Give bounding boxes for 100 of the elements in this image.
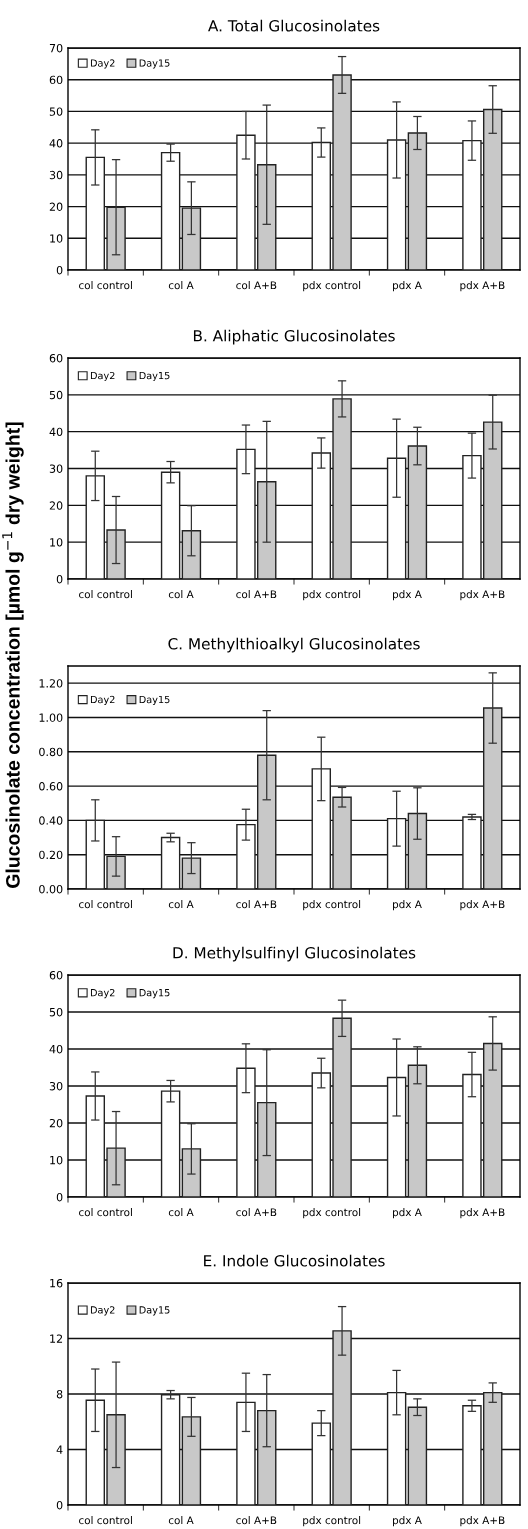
legend-label: Day2: [90, 1306, 115, 1316]
x-tick-label: col A: [168, 590, 194, 599]
x-tick-label: pdx control: [303, 1516, 361, 1527]
x-tick-label: pdx A: [393, 1516, 422, 1527]
y-tick-label: 12: [50, 1334, 63, 1343]
y-tick-label: 50: [49, 107, 63, 116]
y-tick-label: 1.20: [39, 679, 63, 688]
bar: [386, 817, 407, 889]
x-tick-label: col control: [79, 1516, 132, 1525]
bar: [407, 1064, 428, 1197]
legend-label: Day2: [90, 371, 115, 382]
legend-label: Day2: [90, 59, 115, 69]
y-tick-label: 50: [49, 390, 63, 400]
y-tick-label: 0.00: [39, 884, 63, 894]
y-tick-label: 70: [49, 43, 63, 53]
bar: [160, 471, 181, 579]
x-tick-label: col A+B: [236, 1208, 277, 1217]
x-tick-label: col A+B: [236, 900, 277, 909]
x-tick-label: col A: [168, 1208, 194, 1217]
bar: [181, 530, 202, 579]
y-tick-label: 40: [49, 427, 63, 437]
y-tick-label: 0.40: [39, 816, 63, 825]
legend-label: Day15: [139, 989, 170, 999]
y-tick-label: 0.20: [39, 850, 63, 860]
bar: [160, 1393, 181, 1505]
y-tick-label: 40: [49, 139, 63, 148]
y-tick-label: 0: [56, 1500, 63, 1510]
y-tick-label: 0.60: [39, 782, 63, 791]
bar: [386, 457, 407, 579]
x-tick-label: col A: [168, 281, 194, 290]
chart-title: C. Methylthioalkyl Glucosinolates: [168, 637, 420, 653]
y-tick-label: 10: [50, 538, 63, 547]
bar: [407, 445, 428, 579]
x-tick-label: pdx A+B: [460, 590, 505, 601]
y-tick-label: 40: [49, 1044, 63, 1054]
x-tick-label: pdx control: [303, 900, 361, 911]
y-tick-label: 20: [49, 1118, 63, 1128]
y-tick-label: 0: [56, 1192, 63, 1202]
chart-title: B. Aliphatic Glucosinolates: [193, 329, 395, 345]
x-tick-label: pdx A+B: [460, 1516, 505, 1527]
y-tick-label: 10: [50, 234, 63, 243]
x-tick-label: pdx A: [393, 590, 422, 601]
x-tick-label: pdx A+B: [460, 281, 505, 292]
x-tick-label: pdx A+B: [460, 1208, 505, 1219]
y-tick-label: 0: [56, 265, 63, 275]
legend-label: Day15: [139, 59, 170, 69]
x-tick-label: col A+B: [236, 281, 277, 290]
y-tick-label: 20: [49, 501, 63, 510]
y-tick-label: 60: [49, 75, 63, 85]
y-tick-label: 60: [49, 970, 63, 980]
x-tick-label: col A: [168, 900, 194, 909]
legend-label: Day2: [90, 695, 115, 706]
legend-label: Day15: [139, 372, 170, 382]
y-tick-label: 8: [56, 1389, 63, 1399]
bar: [386, 1391, 407, 1505]
chart-title: D. Methylsulfinyl Glucosinolates: [173, 946, 416, 962]
chart-title: E. Indole Glucosinolates: [204, 1254, 385, 1267]
legend-label: Day2: [90, 988, 115, 999]
x-tick-label: pdx control: [303, 281, 361, 292]
y-tick-label: 16: [50, 1278, 63, 1288]
y-tick-label: 30: [49, 464, 63, 473]
bar: [160, 836, 181, 889]
y-axis-title: Glucosinolate concentration [µmol g$^{−1}$ dry weight]: [2, 422, 24, 888]
y-tick-label: 0.80: [39, 747, 63, 757]
bar: [407, 812, 428, 889]
legend-label: Day15: [139, 1306, 170, 1316]
x-tick-label: pdx control: [303, 590, 361, 601]
bar: [407, 1406, 428, 1505]
bar: [181, 857, 202, 889]
y-tick-label: 1.00: [39, 713, 63, 722]
bar: [181, 207, 202, 270]
y-tick-label: 0: [56, 574, 63, 584]
x-tick-label: col A+B: [236, 1516, 277, 1525]
x-tick-label: pdx A: [393, 281, 422, 292]
x-tick-label: pdx A: [393, 1208, 422, 1219]
legend-label: Day15: [139, 695, 170, 706]
x-tick-label: col control: [79, 590, 132, 599]
x-tick-label: col A: [168, 1516, 194, 1525]
y-tick-label: 4: [56, 1445, 63, 1454]
chart-title: A. Total Glucosinolates: [208, 19, 380, 32]
y-tick-label: 10: [50, 1155, 63, 1165]
x-tick-label: col A+B: [236, 590, 277, 599]
x-tick-label: pdx A+B: [460, 900, 505, 911]
x-tick-label: col control: [79, 1208, 132, 1217]
bar: [181, 1416, 202, 1505]
bar: [181, 1148, 202, 1197]
y-tick-label: 60: [49, 353, 63, 363]
y-tick-label: 20: [49, 202, 63, 211]
y-tick-label: 30: [49, 1081, 63, 1091]
x-tick-label: col control: [79, 281, 132, 290]
bar: [160, 1090, 181, 1197]
bar: [407, 132, 428, 270]
bar: [160, 151, 181, 270]
bar: [386, 139, 407, 270]
x-tick-label: col control: [79, 900, 132, 909]
x-tick-label: pdx control: [303, 1208, 361, 1219]
y-tick-label: 50: [49, 1007, 63, 1017]
bar: [386, 1076, 407, 1197]
x-tick-label: pdx A: [393, 900, 422, 911]
y-tick-label: 30: [49, 170, 63, 180]
